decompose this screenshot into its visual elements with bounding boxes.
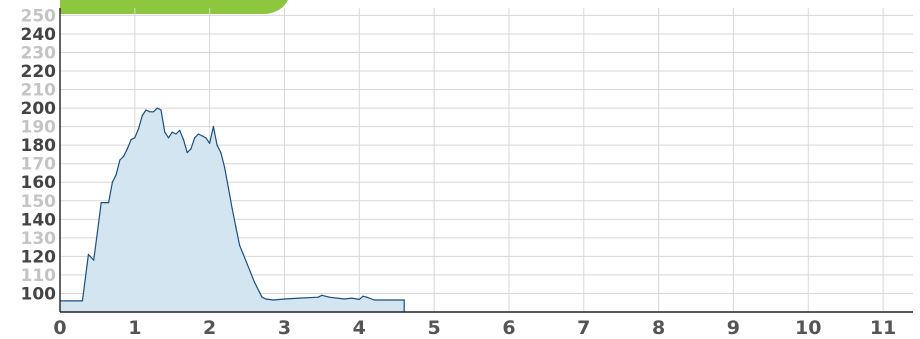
data-point-19: [149, 111, 151, 113]
axes: [59, 8, 913, 313]
data-point-53: [328, 296, 330, 298]
y-tick-label-240: 240: [21, 25, 57, 45]
data-point-43: [239, 244, 241, 246]
y-tick-label-180: 180: [21, 136, 57, 156]
data-point-11: [119, 159, 121, 161]
data-point-56: [358, 298, 360, 300]
data-point-12: [123, 155, 125, 157]
data-point-38: [220, 152, 222, 154]
y-tick-label-250: 250: [21, 6, 57, 26]
series-area-line: [60, 107, 405, 313]
y-tick-label-140: 140: [21, 210, 57, 230]
y-tick-label-220: 220: [21, 62, 57, 82]
y-tick-label-100: 100: [21, 284, 57, 304]
y-tick-label-190: 190: [21, 118, 57, 138]
data-point-24: [167, 137, 170, 139]
data-point-37: [216, 144, 218, 146]
data-point-23: [164, 131, 166, 133]
data-point-49: [283, 298, 286, 300]
data-point-34: [205, 137, 207, 139]
y-tick-label-110: 110: [21, 266, 57, 286]
data-point-29: [186, 152, 188, 154]
data-point-51: [317, 296, 319, 298]
data-point-13: [126, 148, 128, 150]
data-point-26: [175, 133, 177, 135]
data-point-6: [100, 202, 102, 204]
data-point-58: [366, 296, 368, 298]
data-point-25: [171, 131, 173, 133]
y-tick-label-170: 170: [21, 155, 57, 175]
x-tick-label-5: 5: [428, 317, 441, 339]
x-tick-labels: 0 1 2 3 4 5 6 7 8 9 10 11: [53, 317, 896, 339]
data-point-30: [190, 148, 192, 150]
x-tick-label-2: 2: [203, 317, 216, 339]
y-tick-label-230: 230: [21, 43, 57, 63]
header-tab-accent: [60, 0, 288, 14]
data-point-44: [246, 263, 248, 265]
data-point-5: [96, 231, 98, 233]
data-point-36: [212, 126, 214, 128]
data-point-55: [351, 297, 353, 299]
x-tick-label-7: 7: [577, 317, 590, 339]
y-tick-label-130: 130: [21, 229, 57, 249]
data-point-31: [194, 137, 196, 139]
y-tick-labels: 1001101201301401501601701801902002102202…: [21, 6, 57, 304]
y-tick-label-210: 210: [21, 81, 57, 101]
data-point-46: [261, 296, 263, 298]
data-point-3: [87, 253, 89, 256]
data-point-35: [209, 142, 211, 144]
data-point-15: [134, 137, 136, 139]
grid-horizontal: [60, 14, 913, 294]
data-point-50: [298, 297, 300, 299]
data-point-48: [272, 299, 274, 301]
data-point-59: [373, 299, 375, 301]
x-tick-label-11: 11: [870, 317, 896, 339]
data-area-layer: [59, 107, 405, 313]
data-point-27: [179, 129, 181, 131]
data-point-1: [74, 300, 76, 302]
data-point-9: [111, 181, 113, 183]
data-point-16: [138, 127, 140, 130]
x-tick-label-8: 8: [652, 317, 665, 339]
data-point-42: [235, 226, 237, 228]
x-tick-label-0: 0: [53, 317, 66, 339]
grid-vertical: [59, 8, 884, 312]
data-point-39: [224, 166, 226, 168]
data-point-10: [115, 174, 117, 176]
x-tick-label-6: 6: [502, 317, 515, 339]
x-tick-label-1: 1: [128, 317, 141, 339]
data-point-54: [343, 298, 345, 300]
data-point-28: [182, 139, 185, 141]
data-point-8: [108, 202, 110, 204]
data-point-7: [104, 202, 106, 204]
data-point-45: [253, 281, 256, 283]
data-point-57: [362, 295, 364, 297]
data-point-47: [265, 298, 267, 300]
data-point-18: [145, 109, 147, 111]
x-tick-label-9: 9: [727, 317, 740, 339]
x-tick-label-3: 3: [278, 317, 291, 339]
data-point-33: [201, 135, 203, 137]
data-point-4: [93, 259, 95, 261]
data-point-32: [197, 133, 199, 135]
data-point-41: [231, 207, 233, 209]
y-tick-label-200: 200: [21, 99, 57, 119]
data-point-2: [81, 300, 83, 302]
data-point-40: [227, 187, 229, 189]
data-point-20: [152, 111, 155, 113]
data-point-21: [156, 107, 158, 109]
x-tick-label-10: 10: [795, 317, 821, 339]
data-point-14: [130, 139, 132, 141]
data-point-52: [321, 294, 323, 296]
data-point-60: [403, 299, 405, 301]
y-tick-label-120: 120: [21, 247, 57, 267]
x-tick-label-4: 4: [353, 317, 366, 339]
data-point-17: [141, 114, 143, 117]
data-point-22: [160, 109, 162, 111]
y-tick-label-150: 150: [21, 192, 57, 212]
y-tick-label-160: 160: [21, 173, 57, 193]
